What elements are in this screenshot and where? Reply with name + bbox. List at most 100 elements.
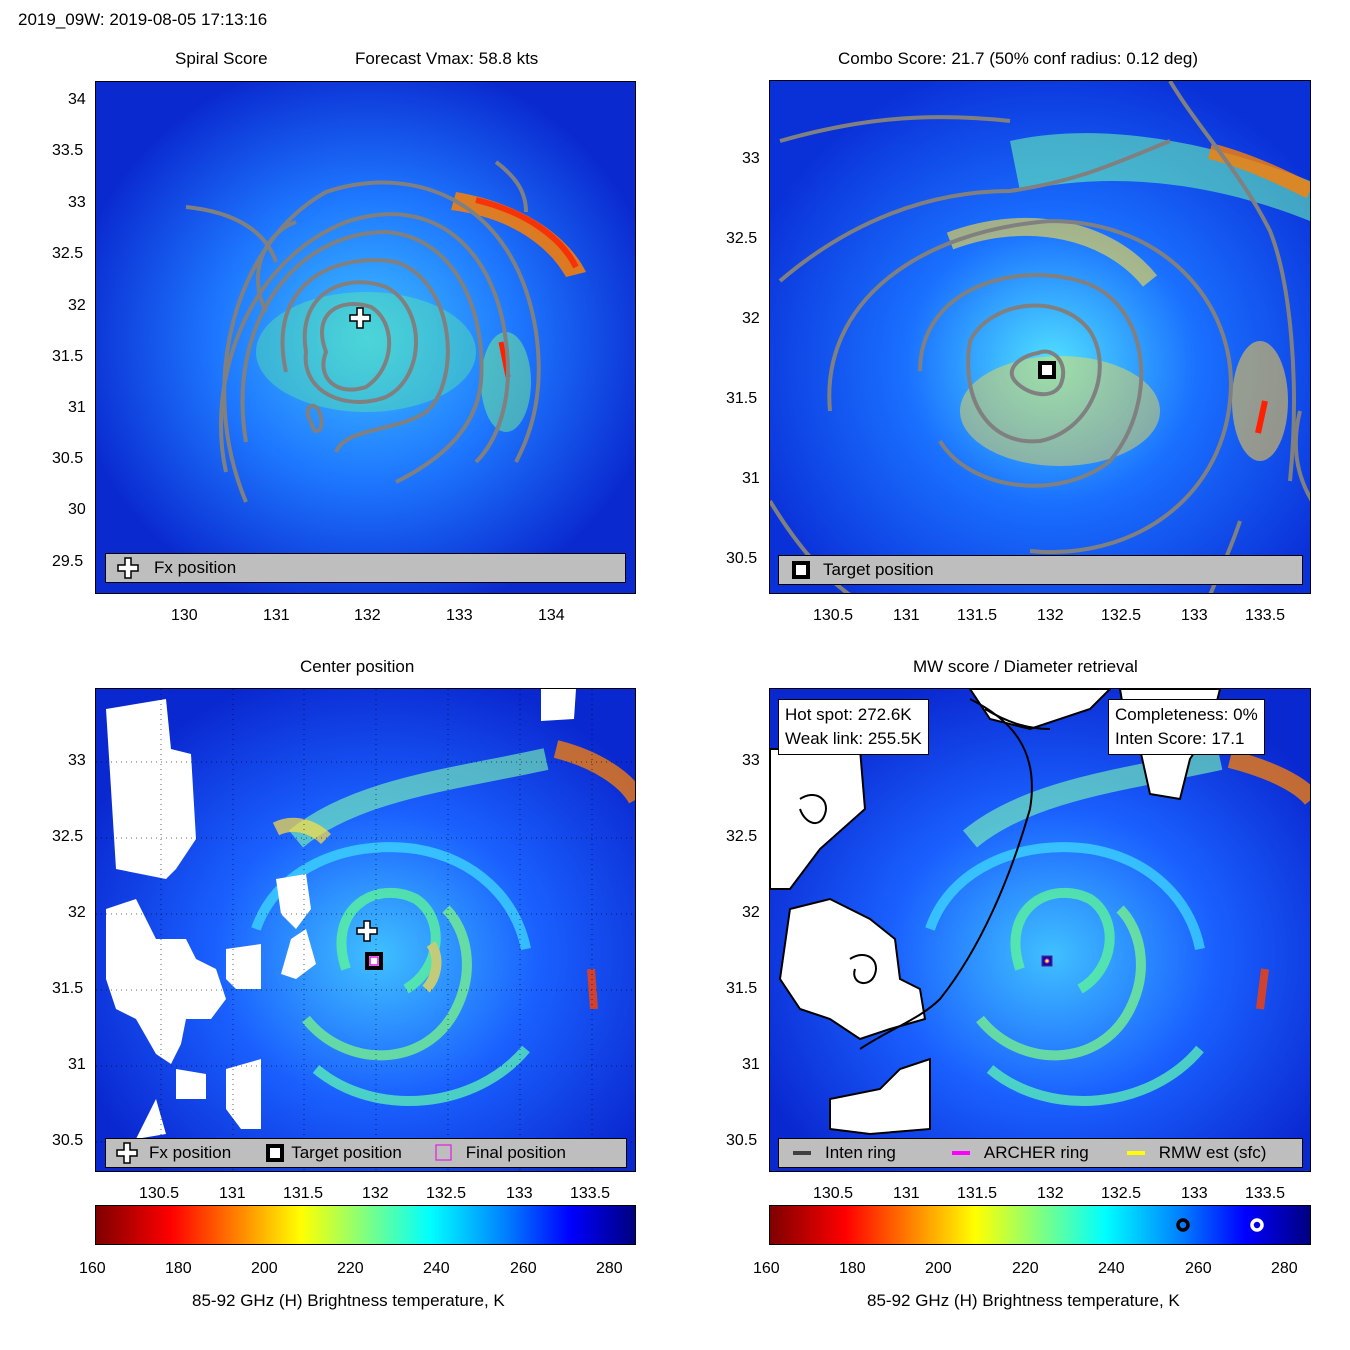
x-tick: 132 (354, 607, 381, 624)
target-position-marker (1038, 361, 1056, 379)
y-tick: 32.5 (726, 230, 758, 247)
y-tick: 30 (68, 501, 86, 518)
colorbar-tick: 180 (839, 1260, 866, 1277)
weak-link-indicator-icon (1176, 1218, 1190, 1232)
completeness-box: Completeness: 0% Inten Score: 17.1 (1108, 699, 1265, 755)
mw-panel-title: MW score / Diameter retrieval (913, 657, 1138, 676)
colorbar-tick: 220 (337, 1260, 364, 1277)
spiral-panel-title: Spiral Score (175, 49, 268, 68)
combo-score-plot: Target position (769, 80, 1311, 594)
y-tick: 32.5 (726, 828, 758, 845)
spiral-legend: Fx position (105, 553, 626, 583)
colorbar-tick: 160 (753, 1260, 780, 1277)
y-tick: 31 (742, 470, 760, 487)
y-tick: 34 (68, 91, 86, 108)
y-tick: 31.5 (52, 348, 84, 365)
spiral-score-plot: Fx position (95, 81, 636, 594)
completeness-text: Completeness: 0% (1115, 705, 1258, 724)
hot-spot-box: Hot spot: 272.6K Weak link: 255.5K (778, 699, 929, 755)
legend-archer-label: ARCHER ring (983, 1143, 1089, 1162)
center-legend: Fx position Target position Final positi… (105, 1138, 627, 1168)
legend-inten-label: Inten ring (825, 1143, 896, 1162)
figure-title: 2019_09W: 2019-08-05 17:13:16 (18, 10, 268, 29)
y-tick: 31 (68, 399, 86, 416)
fx-position-marker (356, 920, 378, 942)
x-tick: 133 (506, 1185, 533, 1202)
y-tick: 31.5 (52, 980, 84, 997)
y-tick: 30.5 (52, 1132, 84, 1149)
y-tick: 31 (742, 1056, 760, 1073)
legend-fx-label: Fx position (149, 1143, 232, 1162)
y-tick: 30.5 (52, 450, 84, 467)
x-tick: 131 (893, 1185, 920, 1202)
x-tick: 133.5 (570, 1185, 611, 1202)
fx-position-marker (349, 307, 371, 329)
y-tick: 32.5 (52, 245, 84, 262)
x-tick: 134 (538, 607, 565, 624)
plus-marker-icon (117, 557, 139, 579)
combo-legend: Target position (778, 555, 1303, 585)
center-panel-title: Center position (300, 657, 415, 676)
y-tick: 30.5 (726, 1132, 758, 1149)
x-tick: 130 (171, 607, 198, 624)
y-tick: 31.5 (726, 980, 758, 997)
y-tick: 32 (742, 904, 760, 921)
legend-fx-label: Fx position (154, 558, 237, 577)
hot-spot-text: Hot spot: 272.6K (785, 705, 912, 724)
weak-link-text: Weak link: 255.5K (785, 729, 922, 748)
center-position-plot: Fx position Target position Final positi… (95, 688, 636, 1172)
colorbar-tick: 160 (79, 1260, 106, 1277)
x-tick: 133.5 (1245, 607, 1286, 624)
legend-target-label: Target position (823, 560, 934, 579)
x-tick: 133 (446, 607, 473, 624)
square-marker-icon (792, 561, 810, 579)
target-position-marker (365, 952, 383, 970)
x-tick: 130.5 (813, 1185, 854, 1202)
colorbar-tick: 260 (510, 1260, 537, 1277)
mw-legend: Inten ring ARCHER ring RMW est (sfc) (778, 1138, 1303, 1168)
x-tick: 131 (893, 607, 920, 624)
final-position-marker (369, 956, 379, 966)
y-tick: 29.5 (52, 553, 84, 570)
legend-target-label: Target position (291, 1143, 402, 1162)
plus-marker-icon (116, 1142, 138, 1164)
y-tick: 31 (68, 1056, 86, 1073)
colorbar-tick: 280 (596, 1260, 623, 1277)
x-tick: 132.5 (426, 1185, 467, 1202)
archer-ring-line-icon (951, 1151, 970, 1155)
x-tick: 131 (219, 1185, 246, 1202)
colorbar-tick: 260 (1185, 1260, 1212, 1277)
x-tick: 131.5 (283, 1185, 324, 1202)
x-tick: 132.5 (1101, 1185, 1142, 1202)
y-tick: 32.5 (52, 828, 84, 845)
y-tick: 33 (742, 150, 760, 167)
inten-score-text: Inten Score: 17.1 (1115, 729, 1245, 748)
x-tick: 133 (1181, 607, 1208, 624)
y-tick: 30.5 (726, 550, 758, 567)
y-tick: 33 (68, 194, 86, 211)
colorbar-tick: 180 (165, 1260, 192, 1277)
colorbar-left (95, 1205, 636, 1245)
colorbar-tick: 240 (423, 1260, 450, 1277)
rmw-line-icon (1126, 1151, 1145, 1155)
inten-ring-line-icon (793, 1151, 811, 1155)
x-tick: 131.5 (957, 607, 998, 624)
colorbar-tick: 240 (1098, 1260, 1125, 1277)
x-tick: 130.5 (139, 1185, 180, 1202)
y-tick: 32 (68, 904, 86, 921)
mw-score-plot: Hot spot: 272.6K Weak link: 255.5K Compl… (769, 688, 1311, 1172)
colorbar-label-right: 85-92 GHz (H) Brightness temperature, K (867, 1291, 1180, 1310)
forecast-vmax-label: Forecast Vmax: 58.8 kts (355, 49, 539, 68)
colorbar-right (769, 1205, 1311, 1245)
x-tick: 132.5 (1101, 607, 1142, 624)
colorbar-label-left: 85-92 GHz (H) Brightness temperature, K (192, 1291, 505, 1310)
x-tick: 130.5 (813, 607, 854, 624)
x-tick: 131.5 (957, 1185, 998, 1202)
legend-final-label: Final position (465, 1143, 566, 1162)
combo-panel-title: Combo Score: 21.7 (50% conf radius: 0.12… (838, 49, 1199, 68)
x-tick: 133.5 (1245, 1185, 1286, 1202)
colorbar-tick: 280 (1271, 1260, 1298, 1277)
x-tick: 132 (1037, 607, 1064, 624)
colorbar-tick: 220 (1012, 1260, 1039, 1277)
y-tick: 33 (68, 752, 86, 769)
